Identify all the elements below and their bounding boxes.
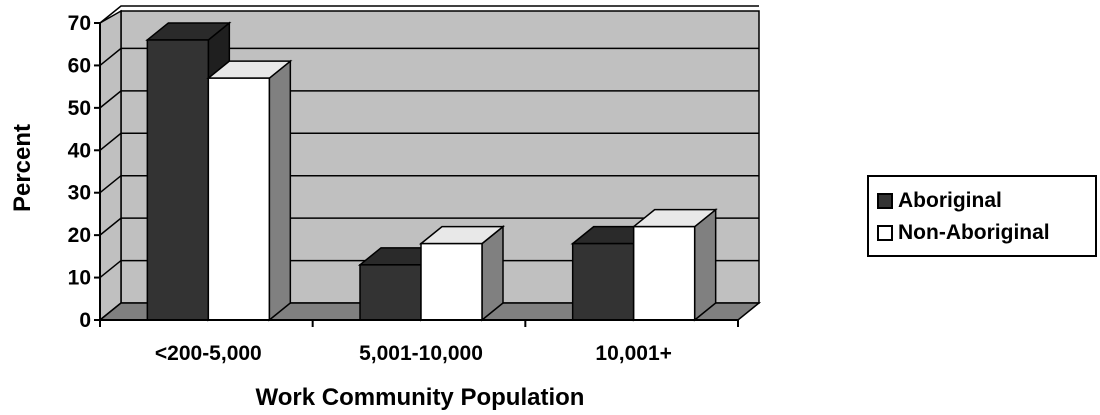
bar-side <box>268 59 292 322</box>
gridline <box>99 132 759 151</box>
legend-swatch-aboriginal <box>877 193 893 209</box>
legend-label-non-aboriginal: Non-Aboriginal <box>898 221 1050 244</box>
bar-front <box>207 77 271 321</box>
gridline <box>99 47 759 67</box>
x-tick-labels: <200-5,000 5,001-10,000 10,001+ <box>155 342 672 365</box>
bar-side <box>693 208 717 322</box>
y-tick-label: 20 <box>68 224 91 247</box>
gridline <box>99 174 759 194</box>
y-tick-label: 60 <box>68 54 91 77</box>
legend-item-aboriginal: Aboriginal <box>877 187 1002 215</box>
x-tick-label: 5,001-10,000 <box>359 342 483 365</box>
bar-front <box>632 225 696 321</box>
bar-front <box>571 242 635 321</box>
bars <box>145 21 718 322</box>
bar-front <box>420 242 483 321</box>
x-tick-label: 10,001+ <box>595 342 672 365</box>
bar-non-aboriginal-2 <box>418 225 506 322</box>
y-tick-label: 40 <box>68 139 91 162</box>
gridline <box>99 259 759 279</box>
y-tick-labels: 0 10 20 30 40 50 60 70 <box>68 12 91 332</box>
legend-swatch-non-aboriginal <box>877 225 893 241</box>
x-axis-title: Work Community Population <box>256 384 585 411</box>
gridline <box>99 90 759 109</box>
axes <box>94 22 739 327</box>
bar-front <box>359 264 422 321</box>
y-tick-label: 70 <box>68 12 91 35</box>
legend-item-non-aboriginal: Non-Aboriginal <box>877 219 1050 247</box>
bar-front <box>146 39 210 321</box>
y-tick-label: 0 <box>79 309 91 332</box>
x-tick-label: <200-5,000 <box>155 342 262 365</box>
gridline <box>99 217 759 236</box>
y-tick-label: 50 <box>68 97 91 120</box>
legend-label-aboriginal: Aboriginal <box>898 189 1002 212</box>
bar-non-aboriginal-3 <box>631 208 718 322</box>
bar-non-aboriginal-1 <box>206 59 293 322</box>
gridline <box>99 5 759 24</box>
y-tick-label: 30 <box>68 182 91 205</box>
y-axis-title: Percent <box>9 124 36 212</box>
gridlines <box>99 5 759 279</box>
legend: Aboriginal Non-Aboriginal <box>867 175 1097 257</box>
y-tick-label: 10 <box>68 267 91 290</box>
